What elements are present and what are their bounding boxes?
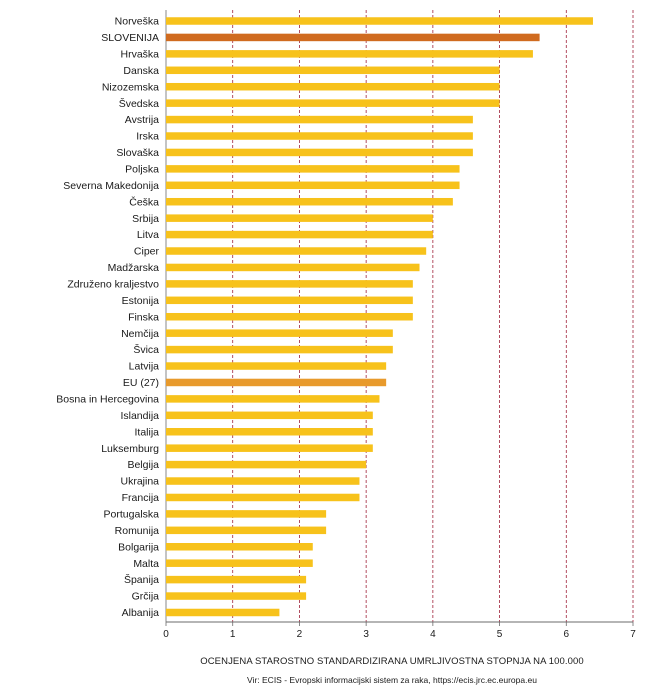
x-tick-label: 0: [163, 629, 169, 640]
category-label: Belgija: [127, 459, 159, 471]
bar-češka: [166, 197, 453, 206]
bar-estonija: [166, 296, 413, 305]
category-label: Bosna in Hercegovina: [56, 393, 159, 405]
x-tick-label: 2: [297, 629, 303, 640]
bar-albanija: [166, 608, 280, 617]
bar-slovenija: [166, 33, 540, 42]
bar-srbija: [166, 214, 433, 222]
bar-norveška: [166, 17, 593, 25]
source-note: Vir: ECIS - Evropski informacijski siste…: [247, 675, 537, 685]
x-tick-label: 3: [363, 629, 369, 640]
category-label: Švedska: [119, 97, 159, 110]
category-label: Grčija: [132, 591, 160, 603]
x-axis-title: OCENJENA STAROSTNO STANDARDIZIRANA UMRLJ…: [200, 656, 584, 667]
category-label: EU (27): [123, 377, 159, 389]
bar-irska: [166, 132, 473, 140]
category-label: Avstrija: [125, 114, 159, 126]
bar-švica: [166, 345, 393, 354]
category-label: Češka: [129, 195, 159, 208]
bar-avstrija: [166, 115, 473, 124]
x-tick-label: 4: [430, 629, 436, 640]
bar-združeno-kraljestvo: [166, 280, 413, 288]
category-label: Švica: [133, 343, 159, 356]
category-label: Francija: [122, 492, 160, 504]
category-label: Norveška: [115, 16, 160, 28]
bar-portugalska: [166, 510, 327, 518]
x-tick-labels: 0 1 2 3 4 5 6 7: [163, 622, 636, 640]
bar-ukrajina: [166, 477, 360, 485]
category-labels: Norveška SLOVENIJA Hrvaška Danska Nizozemska…: [56, 16, 159, 619]
bar-eu-27-: [166, 378, 387, 387]
category-label: Združeno kraljestvo: [67, 278, 159, 290]
x-tick-label: 7: [630, 629, 636, 640]
bar-nemčija: [166, 329, 393, 337]
bars: [166, 17, 593, 617]
bar-bolgarija: [166, 543, 313, 551]
category-label: Estonija: [122, 295, 160, 307]
x-tick-label: 5: [497, 629, 503, 640]
category-label: Nizozemska: [102, 81, 159, 93]
category-label: Albanija: [122, 607, 160, 619]
category-label: Finska: [128, 311, 159, 323]
bar-bosna-in-hercegovina: [166, 395, 380, 403]
bar-madžarska: [166, 263, 420, 272]
bar-hrvaška: [166, 50, 533, 58]
bar-malta: [166, 559, 313, 567]
bar-nizozemska: [166, 82, 500, 91]
category-label: Madžarska: [108, 262, 160, 274]
category-label: Ciper: [134, 246, 160, 258]
category-label: Irska: [136, 131, 159, 143]
category-label: Srbija: [132, 213, 159, 225]
bar-danska: [166, 66, 500, 75]
category-label: Italija: [134, 426, 159, 438]
category-label: Bolgarija: [118, 541, 159, 553]
category-label: Ukrajina: [120, 476, 159, 488]
category-label: Poljska: [125, 163, 159, 175]
category-label: Španija: [124, 573, 159, 586]
category-label: Hrvaška: [120, 48, 159, 60]
bar-latvija: [166, 362, 387, 370]
category-label: Nemčija: [121, 328, 159, 340]
bar-finska: [166, 312, 413, 321]
bar-islandija: [166, 411, 373, 420]
category-label: Malta: [133, 558, 159, 570]
category-label: Danska: [123, 65, 159, 77]
category-label: Romunija: [115, 525, 160, 537]
bar-poljska: [166, 165, 460, 173]
bar-litva: [166, 230, 433, 239]
bar-slovaška: [166, 148, 473, 157]
category-label: Latvija: [129, 361, 160, 373]
bar-grčija: [166, 592, 307, 600]
category-label: Portugalska: [104, 509, 160, 521]
category-label: Severna Makedonija: [63, 180, 159, 192]
category-label: Luksemburg: [101, 443, 159, 455]
category-label: Islandija: [120, 410, 159, 422]
category-label: SLOVENIJA: [101, 32, 159, 44]
bar-italija: [166, 428, 373, 436]
category-label: Litva: [137, 229, 159, 241]
x-tick-label: 1: [230, 629, 236, 640]
category-label: Slovaška: [116, 147, 159, 159]
bar-belgija: [166, 460, 367, 469]
bar-romunija: [166, 526, 327, 535]
x-tick-label: 6: [564, 629, 570, 640]
bar-ciper: [166, 247, 427, 255]
bar-severna-makedonija: [166, 181, 460, 190]
bar-španija: [166, 575, 307, 584]
bar-luksemburg: [166, 444, 373, 452]
bar-švedska: [166, 99, 500, 107]
bar-francija: [166, 493, 360, 502]
